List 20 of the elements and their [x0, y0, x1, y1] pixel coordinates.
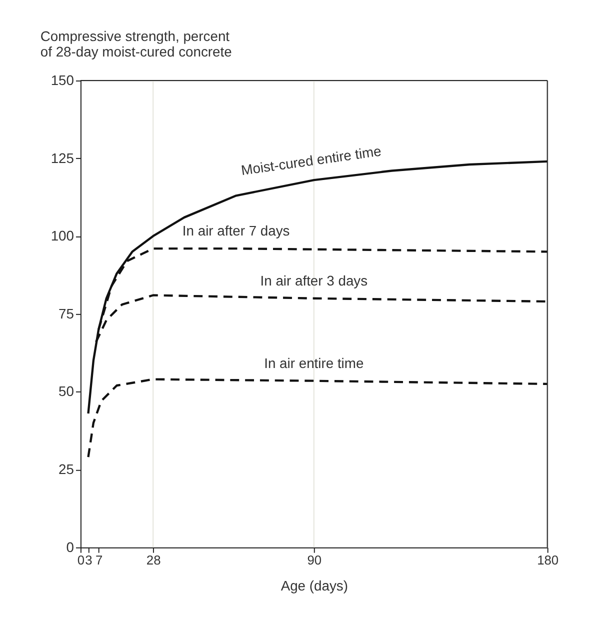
- line-series: [87, 378, 548, 458]
- annotation: Moist-cured entire time: [240, 142, 382, 178]
- y-axis-title: Compressive strength, percent of 28-day moist-cured concrete: [40, 28, 232, 60]
- x-tick-label: 3: [85, 552, 92, 568]
- x-tick-label: 90: [307, 552, 322, 568]
- x-tick-label: 180: [537, 552, 559, 568]
- y-tick-label: 125: [50, 150, 74, 166]
- y-tick-label: 50: [58, 383, 74, 400]
- y-tick-label: 75: [58, 305, 74, 322]
- y-tick-label: 100: [50, 228, 74, 244]
- annotation: In air after 7 days: [182, 222, 290, 239]
- x-tick-label: 28: [146, 552, 161, 568]
- x-tick-label: 0: [77, 552, 85, 568]
- y-tick-label: 150: [50, 72, 74, 88]
- y-tick-label: 25: [58, 461, 74, 478]
- x-axis-title: Age (days): [280, 578, 348, 594]
- annotation: In air entire time: [264, 354, 364, 371]
- x-tick-label: 7: [96, 552, 103, 568]
- y-tick-label: 0: [66, 538, 74, 555]
- annotation: In air after 3 days: [260, 272, 368, 288]
